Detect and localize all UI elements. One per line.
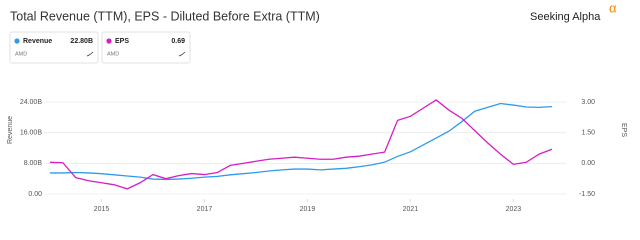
y2-tick-label: -1.50 <box>579 191 595 198</box>
x-tick-label: 2015 <box>94 206 110 213</box>
y2-axis-label: EPS <box>620 123 627 137</box>
x-tick-label: 2019 <box>300 206 316 213</box>
legend-ticker: AMD <box>15 51 27 57</box>
legend-swatch <box>14 38 20 44</box>
legend-card <box>9 31 99 64</box>
legend-swatch <box>106 38 112 44</box>
legend-value: 0.69 <box>171 38 185 45</box>
x-tick-label: 2017 <box>197 206 213 213</box>
legend-ticker: AMD <box>107 51 119 57</box>
logo-mark: α <box>609 0 617 15</box>
legend-label: EPS <box>115 38 129 45</box>
x-tick-label: 2023 <box>506 206 522 213</box>
y-tick-label: 16.00B <box>20 130 43 137</box>
y-axis-label: Revenue <box>7 116 14 144</box>
series-line <box>50 102 553 181</box>
x-tick-label: 2021 <box>403 206 419 213</box>
y2-tick-label: 1.50 <box>581 130 595 137</box>
series-line <box>49 99 553 190</box>
y2-tick-label: 0.00 <box>581 160 595 167</box>
legend-label: Revenue <box>23 38 52 45</box>
legend: Revenue 22.80B AMD EPS 0.69 AMD <box>9 31 191 64</box>
y2-tick-label: 3.00 <box>581 99 595 106</box>
legend-sparkline <box>178 51 186 57</box>
legend-sparkline <box>86 51 94 57</box>
chart: Total Revenue (TTM), EPS - Diluted Befor… <box>6 0 628 213</box>
legend-value: 22.80B <box>70 38 93 45</box>
y-tick-label: 24.00B <box>20 99 43 106</box>
y-tick-label: 0.00 <box>28 191 42 198</box>
y-tick-label: 8.00B <box>24 160 43 167</box>
logo: Seeking Alpha <box>530 11 601 23</box>
legend-card <box>101 31 191 64</box>
chart-title: Total Revenue (TTM), EPS - Diluted Befor… <box>10 9 320 23</box>
